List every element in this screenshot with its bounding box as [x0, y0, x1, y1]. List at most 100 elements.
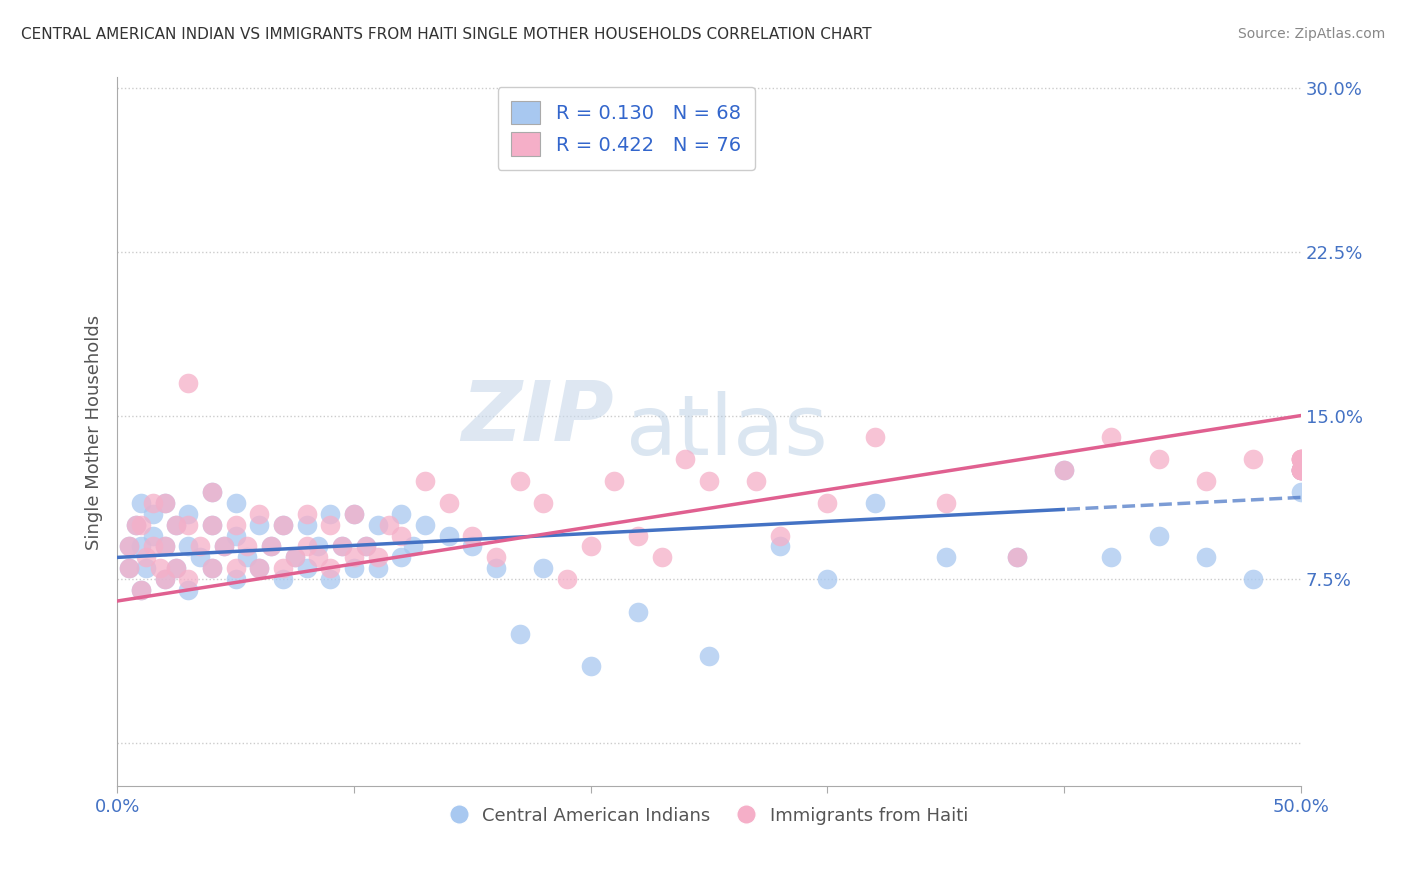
Point: [815, 496, 838, 510]
Point: [212, 540, 235, 554]
Point: [295, 540, 318, 554]
Point: [177, 540, 200, 554]
Point: [769, 528, 792, 542]
Point: [247, 561, 270, 575]
Point: [225, 517, 247, 532]
Text: atlas: atlas: [626, 392, 828, 473]
Point: [201, 485, 224, 500]
Point: [745, 474, 768, 488]
Point: [1005, 550, 1028, 565]
Point: [201, 517, 224, 532]
Point: [247, 561, 270, 575]
Point: [177, 583, 200, 598]
Point: [343, 507, 366, 521]
Point: [319, 517, 342, 532]
Point: [863, 430, 886, 444]
Point: [319, 507, 342, 521]
Point: [603, 474, 626, 488]
Point: [343, 561, 366, 575]
Point: [531, 496, 554, 510]
Point: [165, 517, 187, 532]
Point: [165, 561, 187, 575]
Point: [697, 648, 720, 663]
Point: [769, 540, 792, 554]
Point: [555, 572, 578, 586]
Point: [177, 572, 200, 586]
Point: [271, 572, 294, 586]
Point: [627, 605, 650, 619]
Point: [177, 376, 200, 390]
Point: [201, 517, 224, 532]
Point: [378, 517, 401, 532]
Point: [135, 550, 157, 565]
Point: [225, 572, 247, 586]
Point: [247, 517, 270, 532]
Point: [225, 561, 247, 575]
Point: [354, 540, 377, 554]
Point: [177, 507, 200, 521]
Point: [1289, 463, 1312, 477]
Point: [165, 517, 187, 532]
Point: [485, 550, 508, 565]
Point: [177, 517, 200, 532]
Point: [129, 583, 152, 598]
Point: [295, 517, 318, 532]
Point: [307, 550, 329, 565]
Point: [1289, 463, 1312, 477]
Point: [142, 540, 165, 554]
Point: [697, 474, 720, 488]
Text: Source: ZipAtlas.com: Source: ZipAtlas.com: [1237, 27, 1385, 41]
Point: [1099, 550, 1122, 565]
Point: [509, 626, 531, 640]
Point: [142, 528, 165, 542]
Point: [1289, 463, 1312, 477]
Point: [201, 485, 224, 500]
Point: [1289, 452, 1312, 467]
Point: [1289, 463, 1312, 477]
Point: [673, 452, 696, 467]
Point: [125, 517, 148, 532]
Point: [1289, 463, 1312, 477]
Point: [149, 561, 172, 575]
Point: [579, 540, 602, 554]
Point: [330, 540, 353, 554]
Point: [129, 517, 152, 532]
Point: [118, 561, 141, 575]
Point: [863, 496, 886, 510]
Point: [367, 561, 389, 575]
Point: [271, 517, 294, 532]
Point: [1241, 452, 1264, 467]
Point: [1289, 452, 1312, 467]
Point: [129, 496, 152, 510]
Point: [1147, 452, 1170, 467]
Point: [201, 561, 224, 575]
Point: [260, 540, 283, 554]
Point: [129, 540, 152, 554]
Point: [153, 540, 176, 554]
Point: [1289, 485, 1312, 500]
Point: [153, 572, 176, 586]
Point: [935, 550, 957, 565]
Point: [1195, 550, 1218, 565]
Point: [125, 517, 148, 532]
Text: ZIP: ZIP: [461, 377, 614, 458]
Point: [935, 496, 957, 510]
Point: [153, 496, 176, 510]
Point: [225, 528, 247, 542]
Point: [188, 540, 211, 554]
Point: [236, 540, 259, 554]
Point: [343, 507, 366, 521]
Point: [389, 528, 412, 542]
Point: [367, 550, 389, 565]
Legend: Central American Indians, Immigrants from Haiti: Central American Indians, Immigrants fro…: [440, 797, 977, 834]
Point: [118, 561, 141, 575]
Point: [815, 572, 838, 586]
Point: [284, 550, 307, 565]
Point: [260, 540, 283, 554]
Point: [142, 507, 165, 521]
Point: [485, 561, 508, 575]
Point: [236, 550, 259, 565]
Point: [1053, 463, 1076, 477]
Point: [295, 507, 318, 521]
Point: [129, 583, 152, 598]
